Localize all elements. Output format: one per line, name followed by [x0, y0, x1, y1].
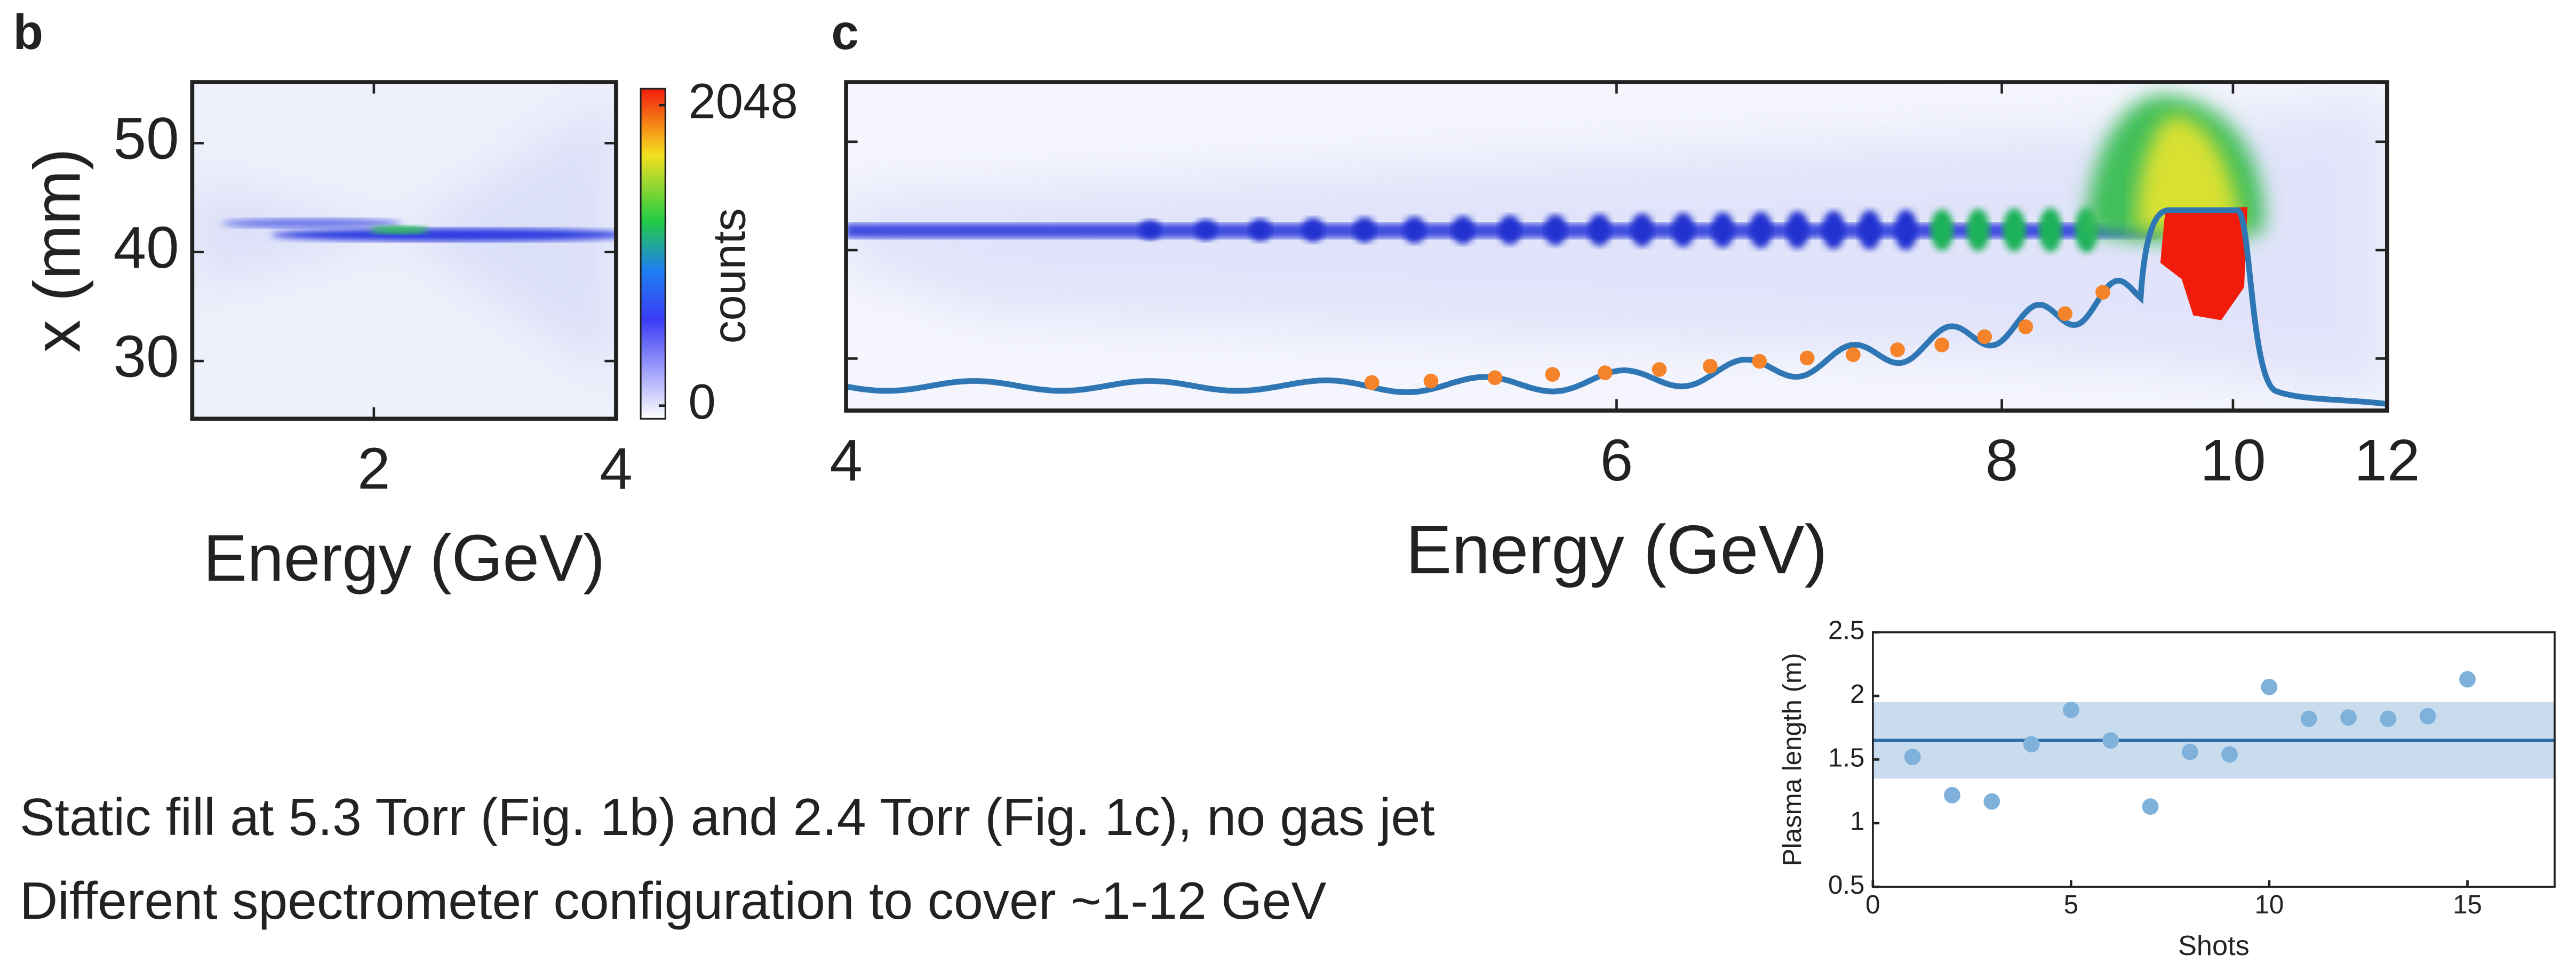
image: [192, 82, 616, 419]
image-streak-glow: [221, 218, 403, 229]
image-blob: [1403, 216, 1426, 244]
image-blob: [1248, 218, 1272, 242]
peak-marker: [1752, 354, 1767, 369]
peak-marker: [1598, 365, 1613, 380]
x-tick-label: 4: [830, 428, 863, 493]
peak-marker: [1487, 370, 1503, 386]
peak-marker: [1977, 329, 1992, 344]
colorbar: [640, 87, 666, 420]
image-blob: [1498, 215, 1522, 245]
point: [1944, 787, 1960, 804]
plot-frame: [190, 80, 618, 421]
point: [2340, 709, 2357, 726]
point: [2221, 746, 2238, 763]
point: [2142, 798, 2159, 815]
y-tick-label: 2: [1850, 679, 1864, 709]
image-blob: [1194, 219, 1218, 241]
x-tick-label: 10: [2200, 428, 2266, 493]
image-saturated: [2160, 207, 2248, 320]
peak-marker: [1846, 347, 1861, 363]
x-tick-label: 0: [1865, 890, 1880, 919]
x-tick-label: 6: [1600, 428, 1633, 493]
image-blob: [1785, 211, 1809, 249]
x-axis-label: Energy (GeV): [203, 521, 605, 595]
x-tick-label: 15: [2453, 890, 2482, 919]
image-blob: [1630, 213, 1654, 247]
y-tick-label: 50: [113, 106, 179, 172]
x-tick-label: 2: [357, 436, 390, 501]
colorbar-tick-label: 0: [688, 374, 715, 429]
peak-marker: [1703, 358, 1718, 374]
image-blob: [1451, 215, 1475, 244]
image-blob: [1749, 212, 1773, 248]
point: [2261, 678, 2278, 695]
image-haze: [846, 98, 2387, 395]
point: [2419, 708, 2436, 725]
peak-marker: [2095, 285, 2110, 300]
peak-marker: [1545, 367, 1560, 382]
image-blob: [1894, 210, 1918, 250]
y-axis-label: Plasma length (m): [1777, 653, 1807, 866]
image-blob: [2039, 207, 2062, 252]
x-tick-label: 4: [600, 436, 633, 501]
image-blob: [1858, 210, 1881, 250]
x-tick-label: 10: [2255, 890, 2284, 919]
image-haze: [192, 98, 616, 378]
point: [2063, 701, 2079, 718]
lineout: [846, 207, 2387, 407]
colorbar-tick-label: 2048: [688, 74, 798, 129]
image-blob: [1966, 208, 1990, 251]
image-blob: [1302, 218, 1325, 242]
y-axis-label: x (mm): [21, 148, 94, 352]
x-tick-label: 5: [2064, 890, 2078, 919]
x-tick-label: 8: [1985, 428, 2019, 493]
x-axis-label: Energy (GeV): [1406, 511, 1828, 588]
image-blob: [1353, 217, 1376, 243]
image-peak: [369, 226, 429, 234]
image-blob: [1711, 212, 1734, 248]
image-blob: [1822, 211, 1845, 250]
point: [2181, 743, 2198, 760]
point: [1983, 793, 2000, 810]
image-blob: [1588, 214, 1611, 246]
peak-marker: [2057, 306, 2073, 322]
peak-marker: [1423, 373, 1439, 389]
y-tick-label: 1: [1850, 807, 1864, 836]
image-blob: [1930, 209, 1954, 251]
point: [2459, 671, 2476, 688]
image-streak: [271, 228, 616, 242]
note: Static fill at 5.3 Torr (Fig. 1b) and 2.…: [20, 788, 1435, 846]
y-tick-label: 40: [113, 215, 179, 280]
peak-marker: [1364, 375, 1379, 390]
point: [1904, 749, 1921, 766]
peak-marker: [1652, 362, 1667, 377]
y-tick-label: 30: [113, 324, 179, 389]
point: [2102, 732, 2119, 749]
panel-label: b: [13, 4, 43, 60]
y-tick-label: 2.5: [1828, 616, 1865, 645]
peak-marker: [1890, 342, 1905, 357]
image-blob: [1544, 214, 1567, 245]
peak-marker: [1799, 350, 1815, 366]
y-tick-label: 0.5: [1828, 870, 1865, 900]
x-tick-label: 12: [2354, 428, 2420, 493]
point: [2023, 736, 2040, 753]
image-blob: [1671, 213, 1695, 247]
image-blob: [1138, 220, 1162, 240]
note: Different spectrometer configuration to …: [20, 871, 1327, 930]
point: [2300, 710, 2317, 727]
peak-marker: [2018, 319, 2033, 334]
peak-marker: [1934, 337, 1950, 352]
x-axis-label: Shots: [2178, 930, 2250, 961]
panel-label: c: [831, 4, 858, 60]
y-tick-label: 1.5: [1828, 743, 1865, 772]
point: [2380, 710, 2397, 727]
image: [846, 82, 2387, 411]
image-blob: [2003, 208, 2026, 252]
image-cloud-edge: [2135, 115, 2243, 230]
colorbar-label: counts: [704, 208, 755, 343]
